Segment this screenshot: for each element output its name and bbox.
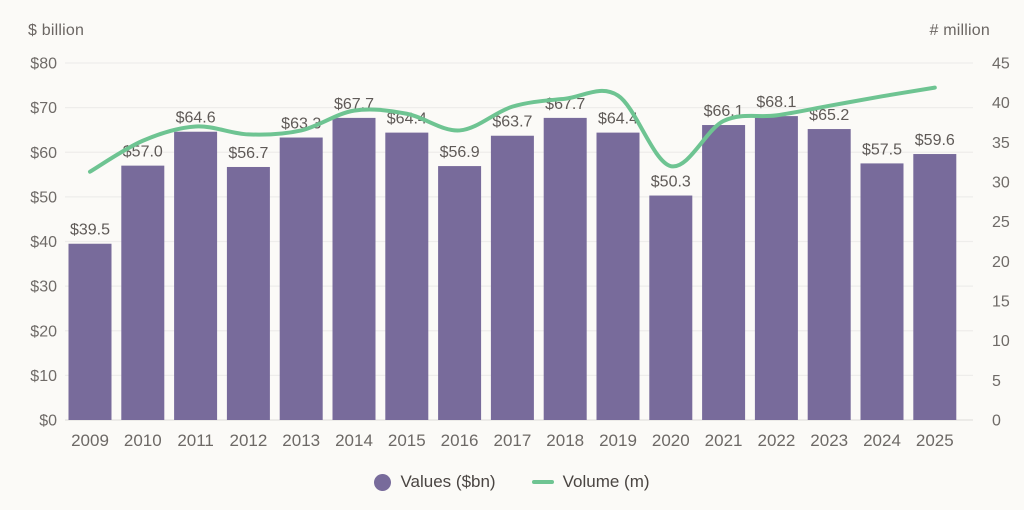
- volume-series-marker-icon: [531, 480, 554, 484]
- bar: [174, 131, 218, 420]
- values-series-label: Values ($bn): [400, 472, 496, 491]
- right-axis-tick-label: 0: [992, 413, 1001, 430]
- left-axis-tick-label: $50: [30, 189, 57, 206]
- bar: [807, 129, 851, 421]
- bar: [754, 116, 798, 420]
- left-axis-title: $ billion: [28, 22, 85, 39]
- x-axis-year-label: 2016: [441, 431, 479, 450]
- right-axis-tick-label: 40: [992, 95, 1010, 112]
- left-axis-tick-label: $0: [39, 413, 57, 430]
- right-axis-tick-label: 20: [992, 254, 1010, 271]
- x-axis-year-label: 2011: [177, 431, 214, 450]
- left-axis-tick-label: $20: [30, 323, 57, 340]
- left-axis-tick-label: $70: [30, 100, 57, 117]
- x-axis-year-label: 2024: [863, 431, 901, 450]
- left-axis-tick-label: $10: [30, 368, 57, 385]
- bar-value-label: $65.2: [809, 107, 849, 124]
- x-axis-year-label: 2020: [652, 431, 690, 450]
- bar: [543, 117, 587, 421]
- left-axis-tick-label: $40: [30, 234, 57, 251]
- x-axis-year-label: 2022: [757, 431, 795, 450]
- bar-value-label: $56.7: [228, 145, 268, 162]
- bar: [596, 132, 640, 421]
- right-axis-tick-label: 5: [992, 373, 1001, 390]
- bar-value-label: $64.6: [176, 110, 216, 127]
- legend: Values ($bn) Volume (m): [0, 468, 1024, 496]
- legend-item-volume: Volume (m): [531, 472, 650, 492]
- x-axis-year-label: 2013: [282, 431, 320, 450]
- bar: [226, 166, 270, 420]
- bar: [913, 154, 957, 420]
- right-axis-tick-label: 45: [992, 56, 1010, 73]
- bar-value-label: $39.5: [70, 222, 110, 239]
- bar: [68, 243, 112, 420]
- x-axis-year-label: 2014: [335, 431, 373, 450]
- right-axis-tick-label: 10: [992, 333, 1010, 350]
- bar-value-label: $64.4: [598, 111, 638, 128]
- bar-value-label: $56.9: [440, 144, 480, 161]
- bar-value-label: $63.7: [492, 114, 532, 131]
- right-axis-tick-label: 35: [992, 135, 1010, 152]
- bar: [121, 165, 165, 420]
- left-axis-tick-label: $30: [30, 279, 57, 296]
- x-axis-year-label: 2017: [493, 431, 531, 450]
- bar: [332, 117, 376, 421]
- x-axis-year-label: 2021: [705, 431, 743, 450]
- volume-line: [88, 85, 937, 174]
- x-axis-year-label: 2010: [124, 431, 162, 450]
- bar: [649, 195, 693, 420]
- bar: [385, 132, 429, 421]
- bar: [490, 135, 534, 420]
- right-axis-tick-label: 30: [992, 175, 1010, 192]
- right-axis-tick-label: 15: [992, 294, 1010, 311]
- x-axis-year-label: 2009: [71, 431, 109, 450]
- x-axis-year-label: 2019: [599, 431, 637, 450]
- bar: [438, 166, 482, 420]
- right-axis-title: # million: [929, 22, 990, 39]
- bar-value-label: $57.5: [862, 141, 902, 158]
- left-axis-tick-label: $80: [30, 56, 57, 73]
- bar: [860, 163, 904, 420]
- bar: [702, 125, 746, 420]
- x-axis-year-label: 2015: [388, 431, 426, 450]
- bar: [279, 137, 323, 420]
- bar-value-label: $50.3: [651, 174, 691, 191]
- right-axis-tick-label: 25: [992, 214, 1010, 231]
- bar-value-label: $68.1: [756, 94, 796, 111]
- x-axis-year-label: 2012: [229, 431, 267, 450]
- values-series-marker-icon: [374, 473, 392, 491]
- legend-item-values: Values ($bn): [374, 472, 496, 492]
- x-axis-year-label: 2018: [546, 431, 584, 450]
- bar-value-label: $59.6: [915, 132, 955, 149]
- x-axis-year-label: 2023: [810, 431, 848, 450]
- volume-series-label: Volume (m): [562, 472, 650, 491]
- left-axis-tick-label: $60: [30, 145, 57, 162]
- x-axis-year-label: 2025: [916, 431, 954, 450]
